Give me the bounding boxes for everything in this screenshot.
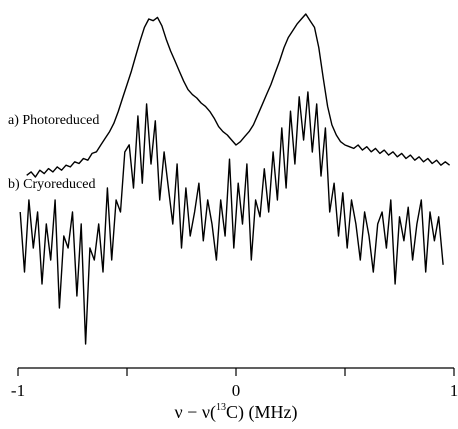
x-axis-title-prefix: ν − ν( xyxy=(175,402,216,423)
series-label-cryoreduced: b) Cryoreduced xyxy=(8,177,95,192)
x-tick-label: 1 xyxy=(450,381,458,400)
x-tick-label: -1 xyxy=(11,381,25,400)
series-layer xyxy=(19,13,451,345)
series-line-photoreduced xyxy=(26,13,451,178)
x-axis-ticks: -1 0 1 xyxy=(11,368,458,400)
x-axis-title-superscript: 13 xyxy=(216,402,226,413)
x-tick-label: 0 xyxy=(232,381,241,400)
x-axis-title-suffix: C) (MHz) xyxy=(226,402,297,423)
x-axis-title: ν − ν(13C) (MHz) xyxy=(175,402,298,423)
series-line-cryoreduced xyxy=(19,91,444,345)
series-label-photoreduced: a) Photoreduced xyxy=(8,113,99,128)
